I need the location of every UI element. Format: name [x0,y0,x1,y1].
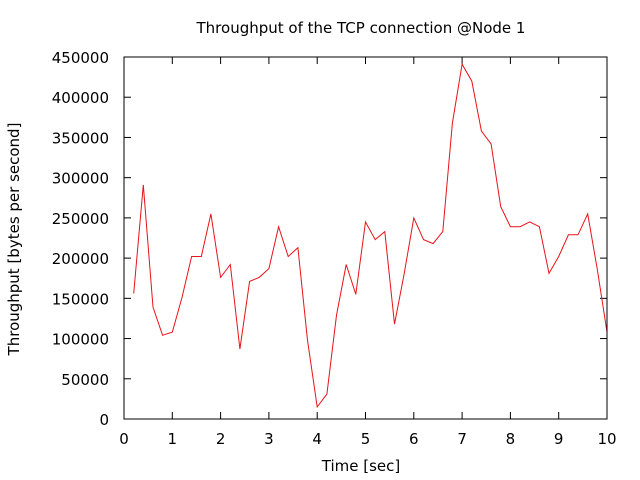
y-axis-label: Throughput [bytes per second] [5,123,23,357]
x-axis-label: Time [sec] [321,457,400,475]
y-tick-label: 450000 [52,49,109,67]
y-tick-label: 100000 [52,331,109,349]
y-tick-label: 0 [99,411,109,429]
x-tick-label: 4 [312,430,322,448]
x-tick-label: 5 [361,430,371,448]
y-tick-label: 150000 [52,290,109,308]
x-tick-label: 7 [457,430,467,448]
x-tick-label: 9 [554,430,564,448]
y-tick-label: 400000 [52,89,109,107]
x-tick-label: 1 [168,430,178,448]
x-tick-label: 3 [264,430,274,448]
axis-ticks: 0 1 2 3 4 5 6 7 8 9 10 0 50000 100000 150000 200000 2500… [52,49,617,448]
x-tick-label: 0 [119,430,129,448]
y-tick-label: 200000 [52,250,109,268]
y-tick-label: 350000 [52,129,109,147]
chart-title: Throughput of the TCP connection @Node 1 [196,19,526,37]
x-tick-label: 10 [597,430,616,448]
plot-frame [123,56,608,420]
throughput-line [133,62,608,409]
x-tick-label: 6 [409,430,419,448]
y-tick-label: 250000 [52,210,109,228]
x-tick-label: 8 [506,430,516,448]
x-tick-label: 2 [216,430,226,448]
y-tick-label: 300000 [52,170,109,188]
y-tick-label: 50000 [61,371,109,389]
